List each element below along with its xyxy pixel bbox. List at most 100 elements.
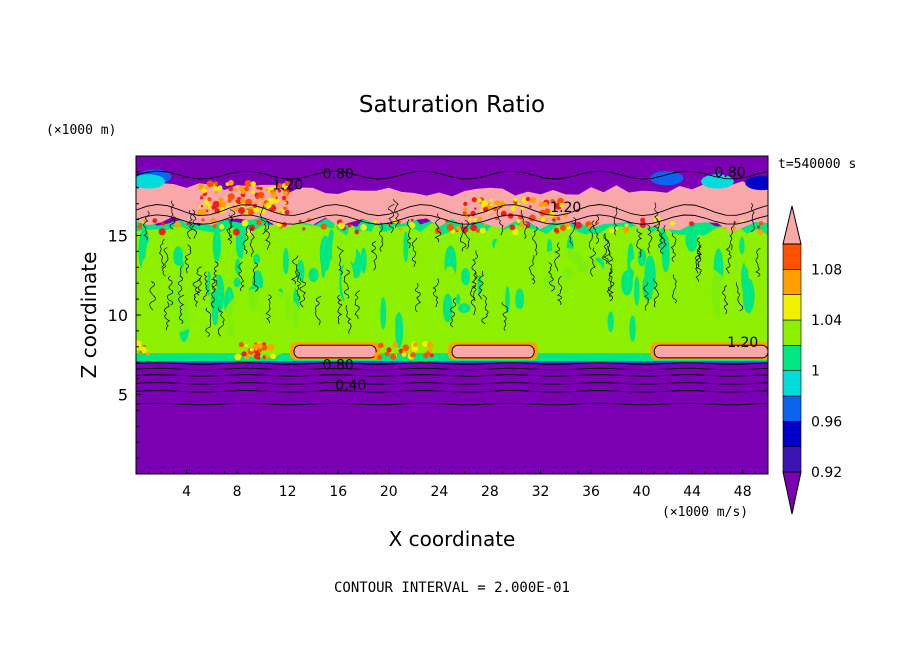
supersaturation-speckle [202,205,206,209]
mid-contour-line [315,296,322,326]
colorbar-extend-low [782,471,802,515]
updraft-streak [362,297,369,317]
supersaturation-speckle [239,198,246,204]
saturated-cloud-patch [651,264,733,335]
contour-label: 1.20 [272,178,303,194]
mid-contour-line [432,278,440,308]
updraft-streak [371,258,381,301]
updraft-streak [644,255,656,298]
supersaturation-speckle [207,197,212,202]
supersaturation-speckle [614,226,619,231]
supersaturation-speckle [543,202,548,207]
mid-contour-line [249,227,255,257]
supersaturation-speckle [273,197,280,204]
supersaturation-speckle [246,229,253,236]
mid-contour-line [695,244,703,274]
mid-contour-line [529,255,536,285]
supersaturation-speckle [228,179,234,186]
updraft-streak [607,311,614,333]
updraft-streak [629,315,636,342]
updraft-streak [243,240,253,270]
mid-contour-line [532,226,538,256]
patch-speckle [136,340,142,348]
supersaturation-speckle [234,188,238,192]
patch-speckle [402,344,410,351]
mid-contour-line [178,294,185,325]
supersaturation-speckle [197,209,204,216]
updraft-streak [376,243,383,269]
updraft-streak [397,270,404,289]
dry-lower-layer [136,362,768,474]
updraft-streak [743,237,752,269]
patch-speckle [234,353,242,361]
updraft-streak [150,240,161,252]
updraft-streak [360,247,367,274]
updraft-streak [461,268,471,286]
supersaturation-speckle [238,185,245,192]
supersaturation-speckle [639,221,647,229]
updraft-streak [403,231,409,263]
upper-contour-line [136,214,768,225]
mid-contour-line [162,247,169,277]
mid-contour-line [354,290,361,320]
x-tick-label: 40 [633,484,651,500]
contour-label: 0.40 [335,378,366,394]
mid-contour-line [370,241,378,271]
upper-contour-line [136,170,768,180]
supersaturation-speckle [228,186,234,192]
supersaturation-speckle [360,224,367,231]
mid-contour-line [589,247,596,277]
supersaturation-speckle [354,229,359,235]
mid-contour-line [606,272,613,302]
lower-contour-line [136,374,768,377]
patch-speckle [261,344,268,351]
supersaturation-speckle [640,217,646,223]
supersaturation-speckle [486,211,490,215]
supersaturation-speckle [238,207,245,215]
mid-contour-line [378,222,384,252]
supersaturation-speckle [274,186,277,189]
colorbar-label: 1 [811,364,820,380]
mid-contour-line [345,304,352,334]
supersaturation-speckle [283,206,287,210]
supersaturation-speckle [241,219,249,227]
supersaturation-speckle [250,181,256,187]
x-tick-label: 24 [430,484,448,500]
mid-contour-line [190,209,197,239]
supersaturation-speckle [608,228,615,234]
supersaturation-speckle [218,201,226,208]
patch-speckle [425,351,431,356]
mid-contour-line [607,245,613,275]
supersaturation-speckle [275,196,278,200]
mid-contour-line [593,214,600,245]
supersaturation-speckle [559,224,567,231]
mid-contour-line [695,252,702,282]
supersaturation-speckle [225,197,228,200]
updraft-streak [296,259,305,285]
supersaturation-speckle [227,198,232,203]
patch-speckle [377,342,384,349]
supersaturation-speckle [559,202,564,208]
updraft-streak [349,233,357,264]
saturated-cloud-patch [221,287,303,358]
mid-contour-line [290,255,299,285]
supersaturation-speckle [489,203,493,207]
mid-contour-line [264,220,271,250]
x-tick-label: 48 [734,484,752,500]
updraft-streak [411,300,422,328]
supersaturation-speckle [410,218,414,222]
updraft-streak [341,261,354,303]
mid-contour-line [167,276,174,306]
supersaturation-speckle [477,216,483,222]
fringe-patch [745,175,768,191]
updraft-streak [419,251,424,273]
supersaturation-speckle [283,201,287,205]
supersaturation-speckle [556,216,561,221]
mid-contour-line [337,245,344,275]
patch-speckle [241,351,247,357]
supersaturation-speckle [553,227,559,233]
time-label: t=540000 s [778,157,856,172]
patch-speckle [376,354,383,360]
y-tick-label: 10 [108,306,128,325]
